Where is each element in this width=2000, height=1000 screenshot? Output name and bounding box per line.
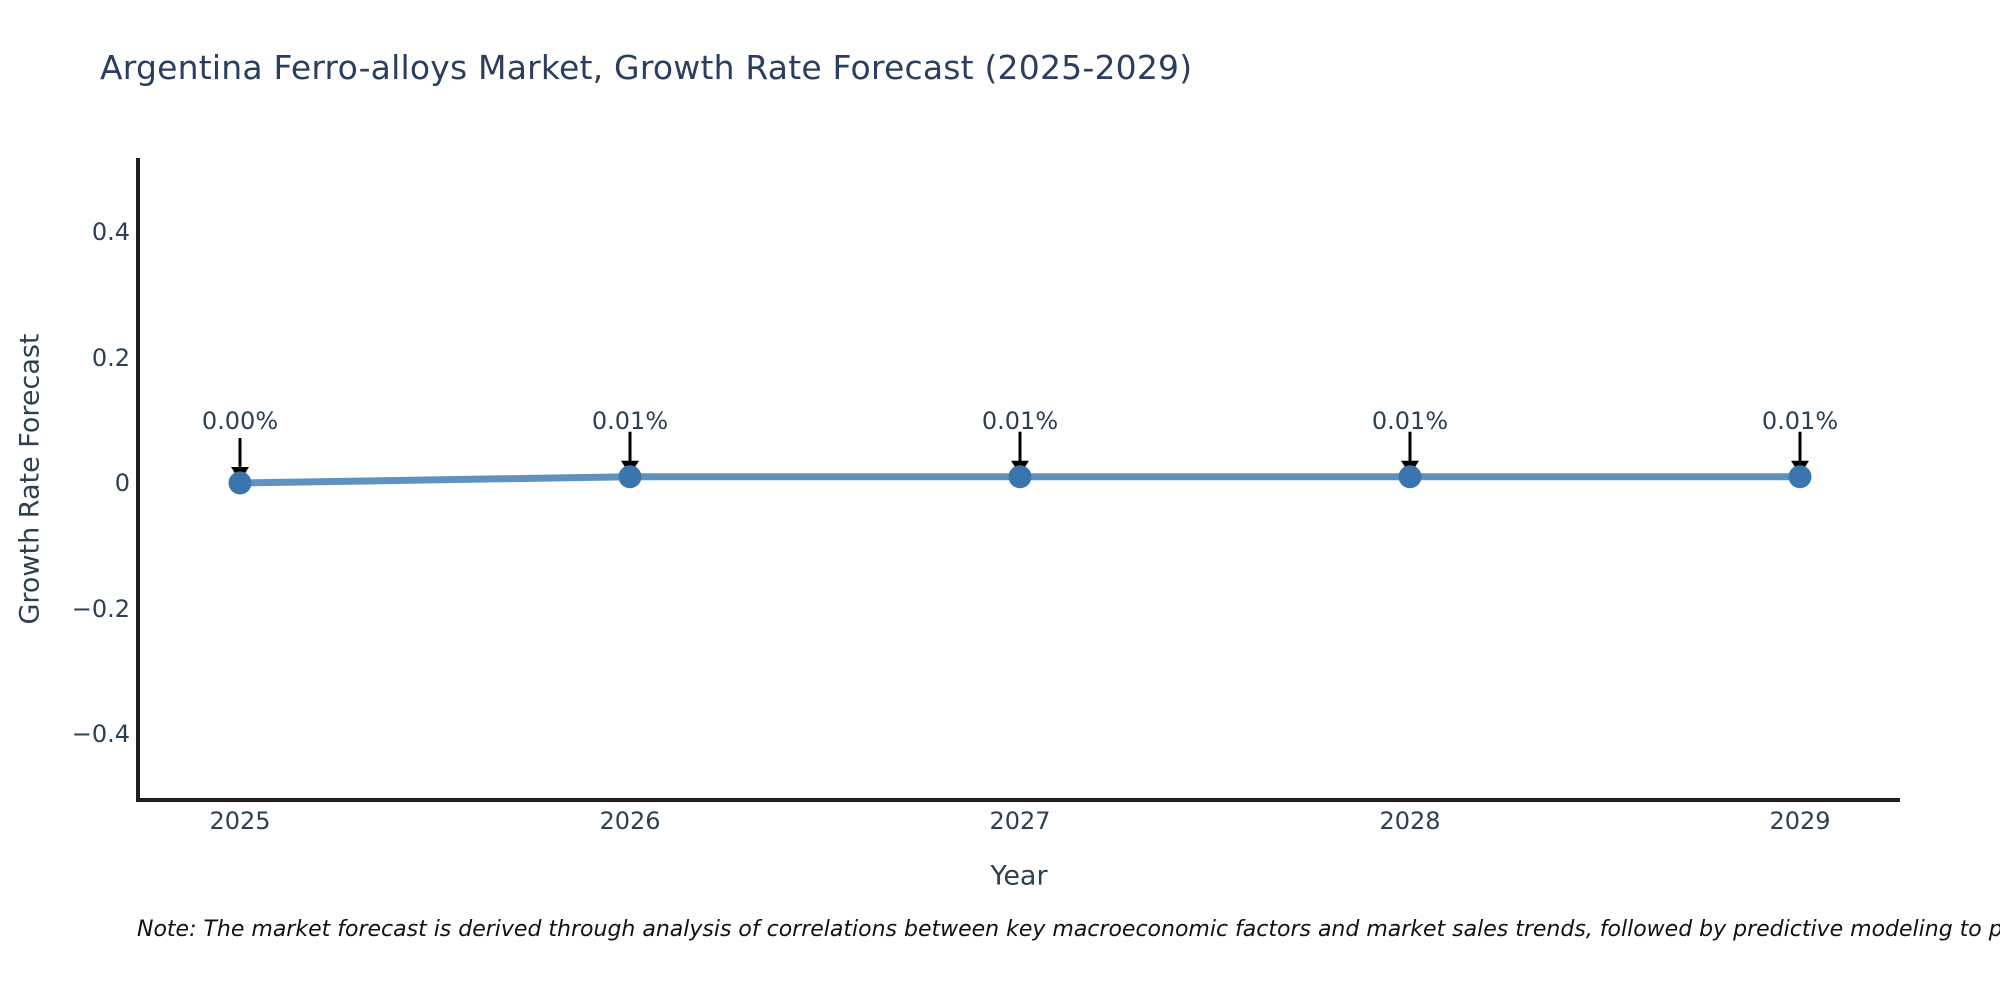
point-value-label: 0.01% bbox=[981, 407, 1059, 435]
footnote: Note: The market forecast is derived thr… bbox=[137, 917, 2000, 942]
x-tick-label: 2029 bbox=[1769, 807, 1831, 835]
y-tick-label: 0.2 bbox=[91, 343, 130, 372]
point-value-label: 0.01% bbox=[1371, 407, 1449, 435]
data-point-marker bbox=[1398, 465, 1422, 489]
chart-title: Argentina Ferro-alloys Market, Growth Ra… bbox=[100, 48, 1193, 87]
x-tick-label: 2027 bbox=[989, 807, 1051, 835]
data-point-marker bbox=[1788, 465, 1812, 489]
x-tick-label: 2028 bbox=[1379, 807, 1441, 835]
y-tick-label: 0 bbox=[114, 469, 130, 497]
x-tick-label: 2025 bbox=[209, 807, 271, 835]
y-tick-label: −0.4 bbox=[71, 720, 130, 748]
data-point-marker bbox=[228, 471, 252, 495]
data-point-marker bbox=[618, 465, 642, 489]
point-value-label: 0.01% bbox=[591, 407, 669, 435]
y-tick-label: −0.2 bbox=[71, 594, 130, 623]
x-axis-title: Year bbox=[990, 860, 1048, 892]
y-tick-label: 0.4 bbox=[91, 218, 130, 246]
x-tick-label: 2026 bbox=[599, 807, 661, 835]
point-value-label: 0.01% bbox=[1761, 407, 1839, 435]
data-point-marker bbox=[1008, 465, 1032, 489]
point-value-label: 0.00% bbox=[201, 407, 279, 435]
